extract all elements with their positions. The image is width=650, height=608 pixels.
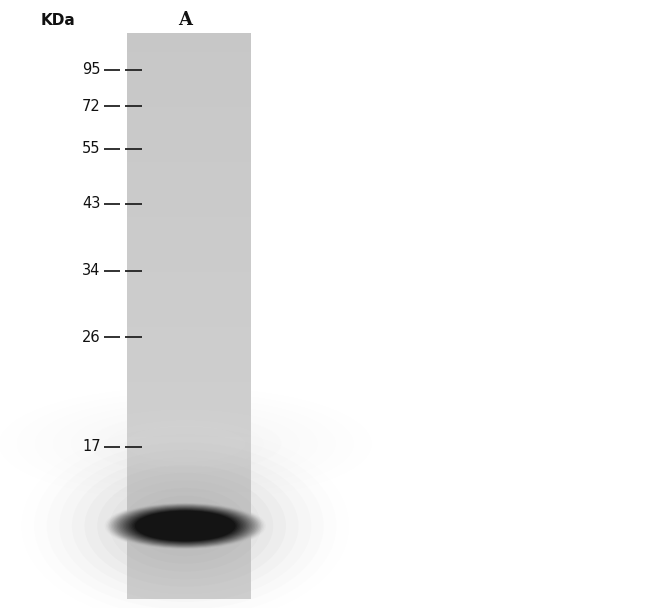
Ellipse shape (132, 510, 239, 542)
Ellipse shape (107, 420, 263, 468)
Ellipse shape (135, 511, 235, 541)
Ellipse shape (112, 504, 258, 548)
Ellipse shape (111, 503, 260, 548)
Text: 95: 95 (83, 63, 101, 77)
Ellipse shape (114, 504, 257, 547)
Ellipse shape (122, 506, 249, 545)
Ellipse shape (106, 502, 265, 550)
Ellipse shape (131, 510, 240, 542)
Text: 43: 43 (83, 196, 101, 211)
Ellipse shape (133, 510, 237, 542)
Ellipse shape (135, 496, 235, 556)
Ellipse shape (124, 508, 246, 544)
Ellipse shape (118, 506, 252, 546)
Ellipse shape (110, 480, 261, 572)
Ellipse shape (108, 502, 263, 550)
Text: 72: 72 (82, 99, 101, 114)
Ellipse shape (84, 465, 286, 587)
Text: 55: 55 (83, 142, 101, 156)
Ellipse shape (122, 488, 248, 564)
Text: KDa: KDa (41, 13, 76, 27)
Ellipse shape (105, 502, 266, 550)
Text: 26: 26 (82, 330, 101, 345)
Ellipse shape (117, 505, 254, 547)
Ellipse shape (109, 503, 261, 549)
Ellipse shape (126, 508, 244, 544)
Ellipse shape (127, 508, 243, 544)
Ellipse shape (120, 506, 251, 546)
Ellipse shape (123, 507, 248, 545)
Text: 34: 34 (83, 263, 101, 278)
Ellipse shape (97, 473, 274, 579)
Text: 17: 17 (82, 440, 101, 454)
Ellipse shape (125, 426, 245, 462)
Ellipse shape (115, 505, 255, 547)
Text: A: A (178, 11, 192, 29)
Ellipse shape (129, 509, 242, 543)
